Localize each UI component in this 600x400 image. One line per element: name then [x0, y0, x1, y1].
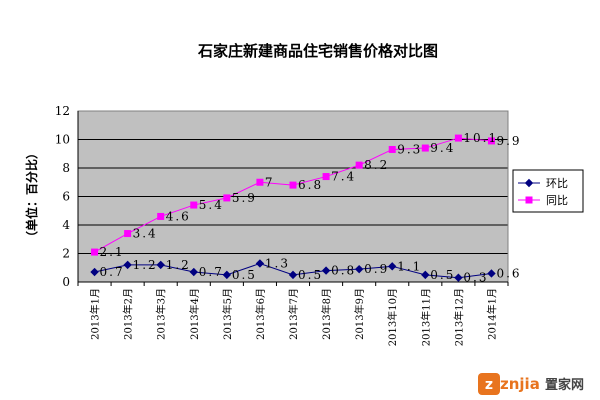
x-tick-label: 2013年4月: [188, 288, 201, 340]
watermark-brand: 置家网: [545, 377, 584, 393]
x-tick-label: 2014年1月: [485, 288, 498, 340]
data-label-环比-0: 0.7: [100, 265, 125, 279]
x-tick-label: 2013年9月: [353, 288, 366, 340]
data-label-同比-11: 10.1: [463, 131, 498, 145]
data-point-同比-6: [289, 181, 297, 189]
data-label-环比-10: 0.5: [430, 268, 455, 282]
data-point-环比-8: [354, 264, 364, 274]
series-同比: [91, 134, 495, 256]
watermark-mark-letter: z: [485, 377, 493, 393]
data-point-同比-4: [223, 194, 231, 202]
data-point-环比-1: [123, 260, 132, 270]
x-tick-label: 2013年6月: [254, 288, 267, 340]
data-label-同比-3: 5.4: [199, 198, 224, 212]
data-point-同比-5: [256, 178, 264, 186]
legend-box: [512, 169, 584, 213]
y-tick-labels: 0 2 4 6 8 10 12: [55, 104, 71, 289]
x-tick-label: 2013年12月: [452, 288, 465, 346]
watermark-logo-text: znjia: [500, 375, 540, 393]
legend-marker-同比: [525, 196, 533, 204]
data-point-环比-4: [222, 270, 232, 280]
data-label-同比-10: 9.4: [430, 141, 455, 155]
data-label-同比-0: 2.1: [100, 245, 125, 259]
data-label-同比-9: 9.3: [397, 142, 422, 156]
data-label-环比-12: 0.6: [496, 266, 521, 280]
data-point-环比-5: [255, 259, 265, 268]
y-tick-label-2: 2: [62, 247, 70, 261]
data-point-同比-7: [322, 173, 330, 181]
x-tick-label: 2013年8月: [320, 288, 333, 340]
x-tick-label: 2013年2月: [122, 288, 135, 340]
data-point-环比-10: [421, 270, 430, 280]
data-point-环比-6: [288, 270, 298, 280]
data-point-环比-9: [388, 262, 397, 271]
data-labels: 0.7 1.2 1.2 0.7 0.5 1.3 0.5 0.8 0.9 1.1 0.5 0.3 0.6 2…: [100, 131, 521, 285]
data-label-同比-1: 3.4: [133, 227, 158, 241]
watermark-logo: z znjia 置家网: [478, 373, 584, 395]
data-point-同比-0: [91, 248, 99, 256]
data-label-同比-6: 6.8: [298, 178, 323, 192]
data-label-环比-3: 0.7: [199, 265, 224, 279]
series-环比: [90, 259, 496, 282]
data-label-环比-5: 1.3: [265, 256, 290, 270]
data-point-同比-1: [124, 230, 132, 238]
y-tick-label-4: 4: [62, 218, 70, 232]
data-label-同比-5: 7: [265, 175, 275, 189]
x-tick-label: 2013年11月: [419, 288, 432, 346]
legend-label-同比: 同比: [546, 194, 568, 207]
y-tick-label-8: 8: [62, 161, 70, 175]
series-lines: [90, 134, 496, 282]
y-tick-label-6: 6: [62, 190, 70, 204]
data-point-环比-0: [90, 267, 99, 277]
data-point-同比-11: [454, 134, 462, 142]
x-tick-label: 2013年7月: [287, 288, 300, 340]
x-tick-label: 2013年3月: [155, 288, 168, 340]
data-point-环比-3: [189, 267, 198, 277]
x-tick-label: 2013年5月: [221, 288, 234, 340]
watermark-mark-icon: [478, 373, 500, 395]
y-tick-label-10: 10: [55, 133, 70, 147]
data-point-同比-10: [421, 144, 429, 152]
data-point-环比-11: [454, 273, 463, 282]
y-tick-label-0: 0: [62, 275, 70, 289]
data-point-同比-12: [487, 137, 495, 145]
chart-title: 石家庄新建商品住宅销售价格对比图: [197, 42, 438, 60]
y-tick-label-12: 12: [55, 104, 70, 118]
x-tick-label: 2013年1月: [89, 288, 102, 340]
legend-label-环比: 环比: [546, 177, 568, 190]
data-label-环比-8: 0.9: [364, 262, 389, 276]
data-label-环比-1: 1.2: [133, 258, 158, 272]
data-point-环比-7: [321, 266, 331, 275]
data-point-同比-3: [190, 201, 198, 209]
data-point-同比-2: [157, 212, 165, 220]
data-label-环比-11: 0.3: [463, 271, 488, 285]
data-label-环比-6: 0.5: [298, 268, 323, 282]
x-tick-labels: 2013年1月 2013年2月 2013年3月 2013年4月 2013年5月 2013年…: [89, 288, 499, 346]
data-label-环比-2: 1.2: [166, 258, 191, 272]
axes: [77, 110, 509, 286]
data-label-同比-7: 7.4: [331, 170, 356, 184]
data-point-环比-12: [487, 269, 496, 278]
data-label-同比-12: 9.9: [496, 134, 521, 148]
data-label-环比-7: 0.8: [331, 264, 356, 278]
data-label-同比-4: 5.9: [232, 191, 257, 205]
data-point-同比-9: [388, 145, 396, 153]
data-label-同比-2: 4.6: [166, 209, 191, 223]
data-point-同比-8: [355, 161, 363, 169]
data-label-环比-9: 1.1: [397, 259, 422, 273]
data-point-环比-2: [156, 260, 165, 270]
y-axis-label: （单位：百分比）: [24, 147, 39, 243]
data-label-环比-4: 0.5: [232, 268, 257, 282]
legend-marker-环比: [524, 178, 534, 188]
data-label-同比-8: 8.2: [364, 158, 389, 172]
x-tick-label: 2013年10月: [386, 288, 399, 346]
